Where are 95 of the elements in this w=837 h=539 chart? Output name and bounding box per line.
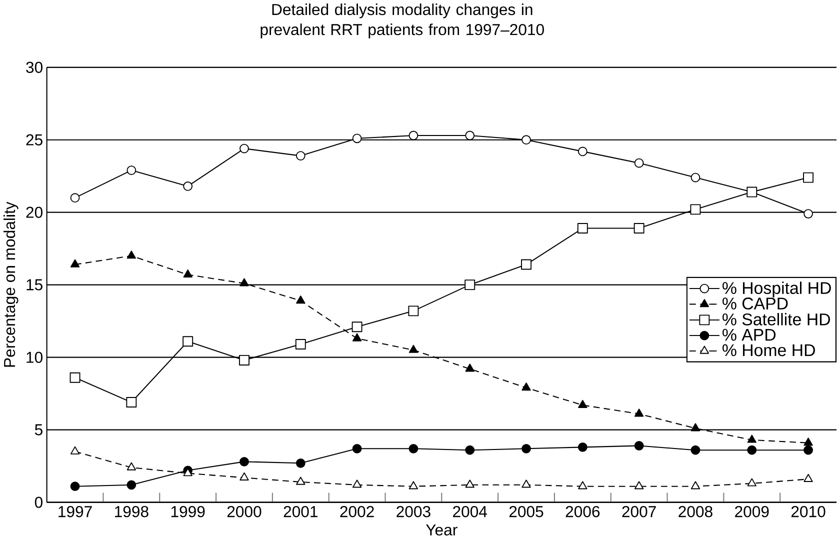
point — [126, 480, 136, 490]
x-axis-title: Year — [426, 524, 458, 536]
point — [464, 280, 476, 290]
point — [690, 423, 700, 432]
point — [522, 135, 531, 145]
point — [240, 457, 249, 466]
point — [803, 172, 814, 183]
y-tick-label: 30 — [26, 62, 42, 73]
point — [70, 193, 80, 203]
point — [465, 445, 475, 455]
point — [465, 364, 474, 372]
point — [804, 438, 813, 446]
point — [465, 480, 474, 488]
x-tick-label: 2009 — [735, 506, 769, 518]
point — [522, 480, 531, 488]
legend-label: % CAPD — [722, 298, 788, 310]
point — [690, 172, 700, 182]
x-tick-label: 2010 — [791, 506, 826, 518]
point — [239, 354, 250, 366]
x-tick-label: 2000 — [227, 506, 262, 518]
x-tick-label: 2002 — [340, 506, 374, 518]
point — [578, 400, 588, 408]
point — [296, 458, 306, 468]
point — [690, 204, 701, 215]
point — [747, 434, 756, 443]
point — [352, 333, 362, 342]
point — [577, 223, 588, 234]
point — [352, 480, 362, 488]
point — [70, 372, 80, 383]
point — [126, 397, 137, 408]
point — [352, 322, 362, 332]
point — [408, 481, 418, 490]
point — [126, 166, 136, 175]
point — [804, 209, 813, 218]
legend-label: % Hospital HD — [722, 282, 831, 298]
point — [690, 445, 700, 455]
point — [240, 144, 249, 154]
point — [70, 482, 80, 492]
point — [578, 481, 588, 490]
point — [408, 444, 418, 454]
y-tick-label: 10 — [26, 352, 42, 363]
point — [240, 278, 249, 286]
x-tick-label: 1997 — [58, 506, 92, 518]
x-tick-label: 1999 — [171, 506, 205, 518]
y-tick-label: 0 — [34, 496, 42, 508]
point — [465, 130, 475, 140]
point — [578, 146, 588, 156]
point — [634, 441, 644, 450]
y-tick-label: 5 — [34, 424, 42, 436]
point — [70, 259, 80, 268]
point — [634, 408, 644, 417]
point — [804, 474, 813, 482]
point — [126, 250, 136, 259]
point — [747, 478, 756, 486]
point — [296, 476, 306, 485]
point — [70, 446, 80, 454]
x-tick-label: 2006 — [566, 506, 600, 518]
x-tick-label: 2001 — [284, 506, 318, 518]
point — [182, 336, 194, 347]
point — [690, 481, 700, 490]
x-tick-label: 2007 — [622, 506, 656, 518]
point — [126, 462, 136, 470]
chart-title: Detailed dialysis modality changes in prevalent RRT patients from 1997–2010 — [260, 4, 544, 38]
point — [352, 444, 362, 454]
legend-label: % Home HD — [722, 344, 815, 356]
point — [578, 442, 588, 452]
point — [408, 130, 418, 140]
point — [804, 445, 813, 455]
point — [521, 259, 532, 270]
point — [634, 481, 644, 490]
y-tick-label: 20 — [26, 206, 42, 218]
point — [747, 445, 757, 455]
point — [296, 151, 306, 160]
x-tick-label: 1998 — [115, 506, 148, 518]
point — [408, 344, 418, 353]
point — [183, 269, 192, 278]
point — [634, 223, 644, 234]
point — [183, 182, 193, 191]
x-tick-label: 2003 — [396, 506, 430, 518]
point — [352, 134, 362, 144]
point — [634, 158, 644, 168]
x-tick-label: 2005 — [509, 506, 544, 518]
legend-label: % Satellite HD — [722, 313, 830, 326]
point — [296, 296, 306, 304]
point — [295, 339, 306, 350]
x-tick-label: 2004 — [453, 506, 487, 518]
point — [522, 382, 531, 391]
y-tick-label: 25 — [26, 134, 42, 146]
legend-label: % APD — [722, 328, 776, 341]
y-tick-label: 15 — [26, 279, 42, 290]
y-axis-title: Percentage on modality — [4, 202, 18, 367]
point — [408, 306, 419, 316]
x-tick-label: 2008 — [678, 506, 712, 518]
point — [240, 472, 249, 480]
point — [522, 444, 531, 454]
